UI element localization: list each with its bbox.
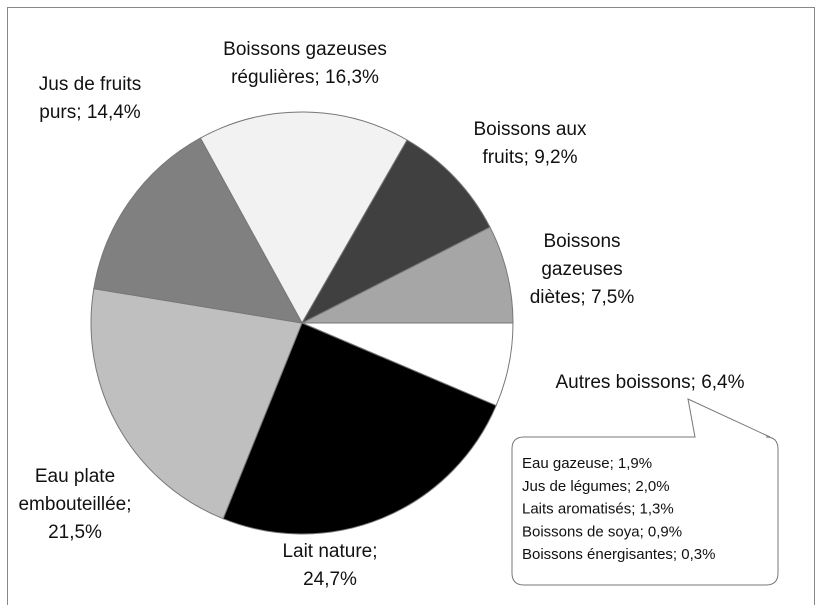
slice-label: purs; 14,4%: [39, 102, 140, 123]
slice-label: 24,7%: [303, 569, 357, 590]
slice-label: diètes; 7,5%: [530, 287, 635, 308]
slice-label: régulières; 16,3%: [231, 67, 379, 88]
slice-label: gazeuses: [541, 259, 622, 280]
slice-label: embouteillée;: [18, 494, 131, 515]
callout-item: Boissons de soya; 0,9%: [522, 523, 682, 540]
slice-label: Boissons aux: [473, 119, 587, 140]
slice-label: Boissons: [543, 231, 620, 252]
slice-label: Lait nature;: [282, 541, 377, 562]
pie-slice: [90, 288, 303, 520]
callout-box: [511, 398, 779, 586]
slice-label: Eau plate: [35, 466, 115, 487]
callout-item: Eau gazeuse; 1,9%: [522, 455, 652, 472]
pie-slice: [93, 137, 303, 324]
pie-slice: [300, 139, 491, 325]
slice-label: fruits; 9,2%: [482, 147, 577, 168]
pie-slice: [199, 111, 408, 325]
frame: [7, 7, 815, 605]
slice-label: Boissons gazeuses: [223, 39, 387, 60]
slice-label: 21,5%: [48, 522, 102, 543]
slice-label: Autres boissons; 6,4%: [555, 372, 744, 393]
slice-label: Jus de fruits: [39, 74, 141, 95]
callout-item: Jus de légumes; 2,0%: [522, 478, 670, 495]
pie: [90, 111, 514, 535]
callout-item: Laits aromatisés; 1,3%: [522, 501, 674, 518]
callout-item: Boissons énergisantes; 0,3%: [522, 546, 715, 563]
pie-slice: [222, 322, 497, 535]
pie-slice: [301, 226, 514, 324]
